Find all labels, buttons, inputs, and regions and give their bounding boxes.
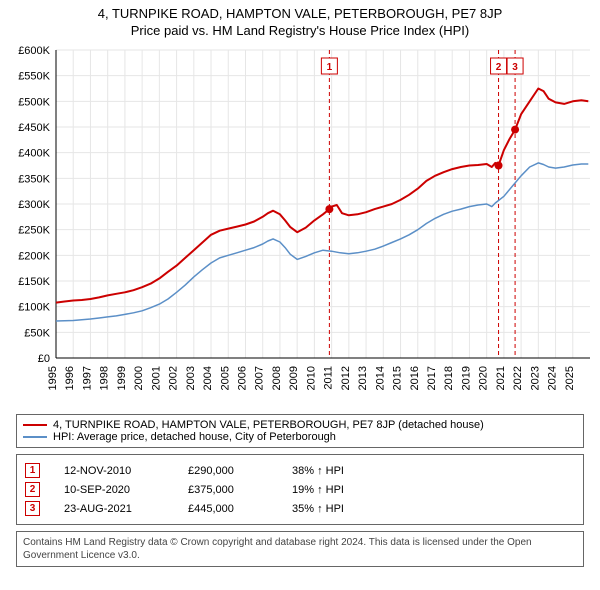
x-tick-label: 1997 — [81, 366, 93, 390]
y-tick-label: £150K — [18, 276, 50, 288]
x-tick-label: 2011 — [323, 366, 335, 390]
event-price: £445,000 — [188, 503, 268, 515]
x-tick-label: 2014 — [374, 366, 386, 390]
x-tick-label: 2023 — [529, 366, 541, 390]
title-line-2: Price paid vs. HM Land Registry's House … — [10, 23, 590, 38]
x-tick-label: 2017 — [426, 366, 438, 390]
series-marker — [511, 126, 519, 134]
legend-label: 4, TURNPIKE ROAD, HAMPTON VALE, PETERBOR… — [53, 419, 484, 431]
x-tick-label: 1999 — [116, 366, 128, 390]
x-tick-label: 2002 — [168, 366, 180, 390]
legend-swatch — [23, 436, 47, 438]
event-price: £290,000 — [188, 465, 268, 477]
x-tick-label: 1996 — [64, 366, 76, 390]
x-tick-label: 2004 — [202, 366, 214, 390]
event-flag-num: 2 — [496, 62, 502, 73]
event-num: 1 — [25, 463, 40, 478]
legend-item: HPI: Average price, detached house, City… — [23, 431, 577, 443]
event-num: 2 — [25, 482, 40, 497]
event-price: £375,000 — [188, 484, 268, 496]
y-tick-label: £350K — [18, 173, 50, 185]
price-chart: £0 £50K £100K £150K £200K £250K £300K £350K £400… — [0, 40, 600, 410]
event-delta: 19% ↑ HPI — [292, 484, 344, 496]
y-tick-label: £0 — [38, 353, 50, 365]
event-flag-num: 1 — [327, 62, 333, 73]
x-tick-label: 2008 — [271, 366, 283, 390]
y-tick-label: £200K — [18, 250, 50, 262]
event-flag-num: 3 — [512, 62, 518, 73]
events-table: 1 12-NOV-2010 £290,000 38% ↑ HPI 2 10-SEP-202… — [16, 454, 584, 525]
x-tick-label: 2016 — [409, 366, 421, 390]
y-tick-label: £500K — [18, 96, 50, 108]
y-tick-label: £600K — [18, 45, 50, 57]
x-tick-label: 1998 — [99, 366, 111, 390]
x-tick-label: 2024 — [547, 366, 559, 390]
y-tick-label: £550K — [18, 71, 50, 83]
x-tick-label: 2007 — [254, 366, 266, 390]
y-tick-label: £300K — [18, 199, 50, 211]
y-tick-label: £400K — [18, 148, 50, 160]
x-tick-label: 2010 — [305, 366, 317, 390]
event-row: 3 23-AUG-2021 £445,000 35% ↑ HPI — [25, 499, 575, 518]
x-tick-label: 2000 — [133, 366, 145, 390]
legend-swatch — [23, 424, 47, 426]
x-tick-label: 2025 — [564, 366, 576, 390]
x-tick-label: 2001 — [150, 366, 162, 390]
series-marker — [325, 205, 333, 213]
event-date: 10-SEP-2020 — [64, 484, 164, 496]
x-tick-label: 2018 — [443, 366, 455, 390]
x-tick-label: 2015 — [392, 366, 404, 390]
x-tick-label: 2020 — [478, 366, 490, 390]
x-tick-label: 2022 — [512, 366, 524, 390]
x-tick-label: 2003 — [185, 366, 197, 390]
legend-item: 4, TURNPIKE ROAD, HAMPTON VALE, PETERBOR… — [23, 419, 577, 431]
x-tick-label: 2013 — [357, 366, 369, 390]
x-tick-label: 2019 — [460, 366, 472, 390]
event-date: 12-NOV-2010 — [64, 465, 164, 477]
legend-label: HPI: Average price, detached house, City… — [53, 431, 336, 443]
y-tick-label: £450K — [18, 122, 50, 134]
event-num: 3 — [25, 501, 40, 516]
x-tick-label: 2006 — [236, 366, 248, 390]
y-tick-label: £50K — [24, 327, 50, 339]
x-tick-label: 2005 — [219, 366, 231, 390]
legend: 4, TURNPIKE ROAD, HAMPTON VALE, PETERBOR… — [16, 414, 584, 448]
x-tick-label: 1995 — [47, 366, 59, 390]
x-tick-label: 2012 — [340, 366, 352, 390]
y-tick-label: £100K — [18, 302, 50, 314]
x-tick-label: 2009 — [288, 366, 300, 390]
title-line-1: 4, TURNPIKE ROAD, HAMPTON VALE, PETERBOR… — [10, 6, 590, 21]
attribution: Contains HM Land Registry data © Crown c… — [16, 531, 584, 567]
event-row: 1 12-NOV-2010 £290,000 38% ↑ HPI — [25, 461, 575, 480]
x-tick-label: 2021 — [495, 366, 507, 390]
y-tick-label: £250K — [18, 225, 50, 237]
chart-titles: 4, TURNPIKE ROAD, HAMPTON VALE, PETERBOR… — [0, 0, 600, 40]
event-date: 23-AUG-2021 — [64, 503, 164, 515]
event-delta: 38% ↑ HPI — [292, 465, 344, 477]
series-marker — [495, 162, 503, 170]
event-delta: 35% ↑ HPI — [292, 503, 344, 515]
event-row: 2 10-SEP-2020 £375,000 19% ↑ HPI — [25, 480, 575, 499]
